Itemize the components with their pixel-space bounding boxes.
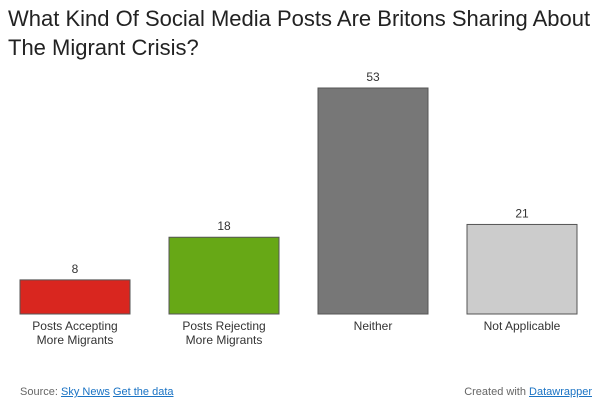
category-label-3-line-0: Not Applicable (484, 319, 561, 333)
datawrapper-link[interactable]: Datawrapper (529, 386, 592, 398)
bar-0 (19, 279, 131, 315)
category-label-1-line-1: More Migrants (186, 333, 263, 347)
value-label-0: 8 (72, 262, 79, 276)
source-link-sky-news[interactable]: Sky News (60, 386, 110, 398)
source-footer: Source: Sky News Get the data (20, 386, 174, 398)
bar-3 (466, 223, 578, 315)
value-label-2: 53 (366, 70, 380, 84)
category-label-1-line-0: Posts Rejecting (182, 319, 265, 333)
source-label: Source: (20, 386, 58, 398)
bar-2 (317, 87, 429, 315)
category-label-0-line-0: Posts Accepting (32, 319, 117, 333)
category-label-2-line-0: Neither (354, 319, 393, 333)
chart-title: What Kind Of Social Media Posts Are Brit… (8, 6, 591, 60)
value-label-1: 18 (217, 219, 231, 233)
get-the-data-link[interactable]: Get the data (112, 386, 174, 398)
created-with-label: Created with (464, 386, 526, 398)
value-label-3: 21 (515, 206, 529, 220)
bar-1 (168, 236, 280, 315)
credit-footer: Created with Datawrapper (464, 386, 592, 398)
category-label-0-line-1: More Migrants (37, 333, 114, 347)
